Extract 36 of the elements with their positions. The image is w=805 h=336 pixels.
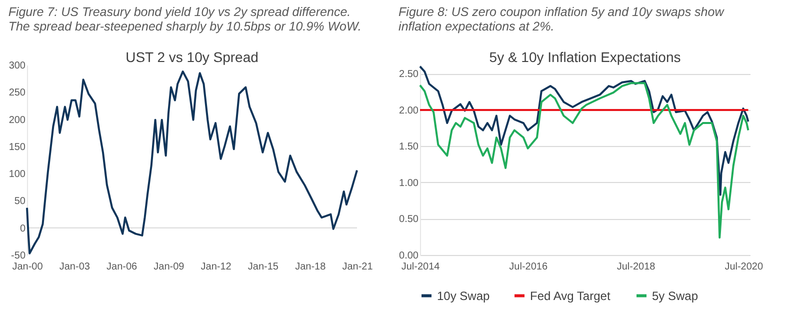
y-tick-label: 150 bbox=[8, 142, 26, 153]
x-tick-label: Jul-2014 bbox=[401, 262, 440, 272]
line-series bbox=[419, 65, 750, 196]
chart-subtitle: 5y & 10y Inflation Expectations bbox=[489, 49, 681, 65]
x-tick-label: Jan-09 bbox=[154, 262, 185, 272]
y-tick-label: 300 bbox=[8, 60, 26, 72]
y-tick-label: 50 bbox=[14, 196, 26, 208]
y-tick-label: -50 bbox=[11, 250, 26, 262]
x-tick-label: Jan-00 bbox=[12, 262, 44, 272]
y-tick-label: 2.50 bbox=[399, 69, 419, 80]
y-tick-label: 0 bbox=[20, 223, 26, 234]
chart-title: Figure 8: US zero coupon inflation 5y and 10y swaps show inflation expectations at 2%. bbox=[398, 5, 725, 34]
x-tick-label: Jan-15 bbox=[248, 262, 279, 272]
y-tick-label: 1.50 bbox=[399, 142, 419, 153]
chart-title: Figure 7: US Treasury bond yield 10y vs 2y spread difference. The spread bear-steepened sharply by 10.5bps or 10.9% WoW. bbox=[8, 5, 362, 34]
x-tick-label: Jan-12 bbox=[200, 262, 232, 272]
y-tick-label: 0.00 bbox=[399, 250, 419, 262]
x-tick-label: Jan-18 bbox=[295, 262, 326, 272]
y-tick-label: 100 bbox=[8, 169, 26, 180]
x-tick-label: Jan-03 bbox=[59, 262, 90, 272]
x-tick-label: Jul-2020 bbox=[724, 262, 764, 272]
legend-label: 10y Swap bbox=[437, 288, 490, 303]
y-tick-label: 1.00 bbox=[399, 178, 419, 189]
chart-subtitle: UST 2 vs 10y Spread bbox=[126, 49, 258, 65]
x-tick-label: Jan-06 bbox=[106, 262, 138, 272]
x-tick-label: Jul-2016 bbox=[509, 262, 548, 272]
y-tick-label: 2.00 bbox=[399, 105, 419, 116]
legend-label: Fed Avg Target bbox=[530, 288, 611, 303]
legend-label: 5y Swap bbox=[652, 288, 698, 303]
y-tick-label: 0.50 bbox=[399, 214, 419, 226]
line-series bbox=[26, 70, 358, 254]
x-tick-label: Jan-21 bbox=[342, 262, 374, 272]
line-series bbox=[419, 82, 750, 239]
x-tick-label: Jul-2018 bbox=[616, 262, 656, 272]
y-tick-label: 250 bbox=[8, 88, 26, 99]
y-tick-label: 200 bbox=[8, 114, 26, 126]
